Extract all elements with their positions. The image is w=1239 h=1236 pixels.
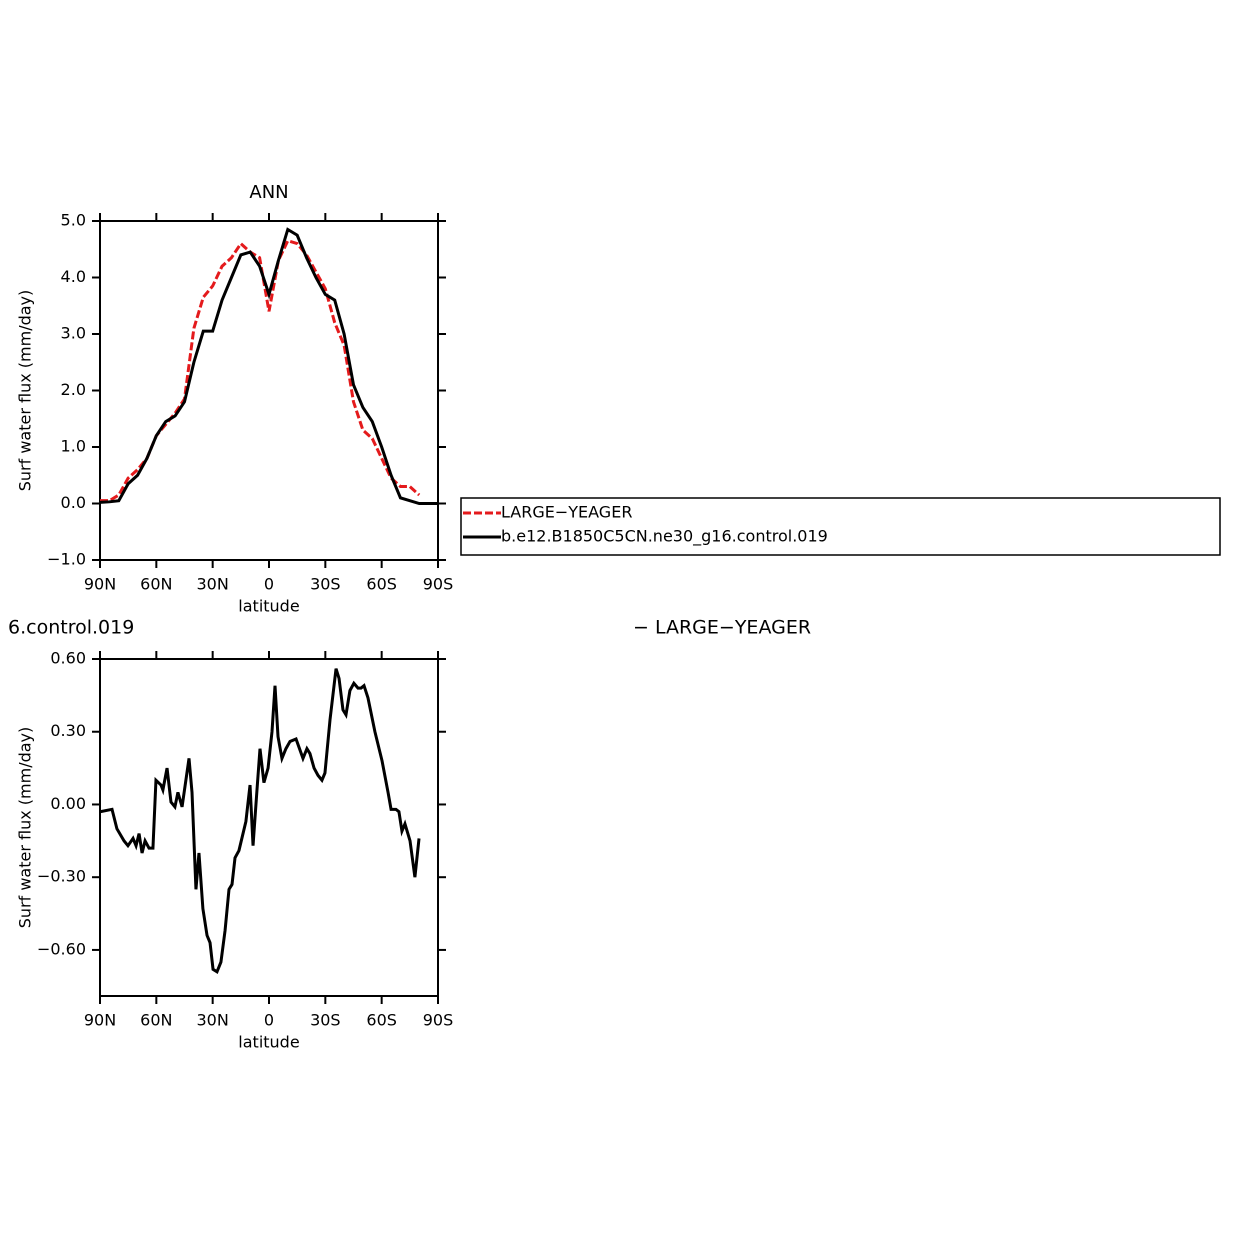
x-tick-label: 90S: [423, 575, 454, 594]
legend-box: [460, 497, 1221, 556]
x-tick-label: 30S: [310, 1011, 341, 1030]
x-tick-label: 0: [264, 1011, 274, 1030]
y-tick-label: 0.60: [50, 649, 86, 668]
y-tick-label: 2.0: [61, 380, 86, 399]
x-tick-label: 90N: [84, 1011, 116, 1030]
y-tick-label: 4.0: [61, 267, 86, 286]
y-tick-label: −0.30: [37, 867, 86, 886]
x-tick-label: 60N: [140, 575, 172, 594]
x-tick-label: 30S: [310, 575, 341, 594]
y-tick-label: −0.60: [37, 939, 86, 958]
x-tick-label: 90S: [423, 1011, 454, 1030]
y-tick-label: 1.0: [61, 437, 86, 456]
y-tick-label: −1.0: [47, 550, 86, 569]
x-tick-label: 0: [264, 575, 274, 594]
y-tick-label: 0.00: [50, 794, 86, 813]
chart-title: ANN: [249, 182, 288, 203]
y-axis-label: Surf water flux (mm/day): [16, 727, 35, 929]
x-axis-label: latitude: [238, 597, 299, 616]
y-tick-label: 5.0: [61, 211, 86, 230]
data-line: [99, 668, 421, 974]
legend-label: b.e12.B1850C5CN.ne30_g16.control.019: [501, 527, 828, 547]
chart-title-left: 6.control.019: [8, 617, 134, 639]
x-tick-label: 90N: [84, 575, 116, 594]
data-line: [99, 227, 438, 505]
y-tick-label: 0.30: [50, 721, 86, 740]
y-tick-label: 0.0: [61, 493, 86, 512]
x-tick-label: 60S: [366, 575, 397, 594]
x-axis-label: latitude: [238, 1033, 299, 1052]
x-tick-label: 30N: [197, 1011, 229, 1030]
legend-label: LARGE−YEAGER: [501, 503, 632, 522]
x-tick-label: 30N: [197, 575, 229, 594]
x-tick-label: 60S: [366, 1011, 397, 1030]
x-tick-label: 60N: [140, 1011, 172, 1030]
y-tick-label: 3.0: [61, 324, 86, 343]
chart-title-right: − LARGE−YEAGER: [633, 617, 811, 639]
y-axis-label: Surf water flux (mm/day): [16, 290, 35, 492]
